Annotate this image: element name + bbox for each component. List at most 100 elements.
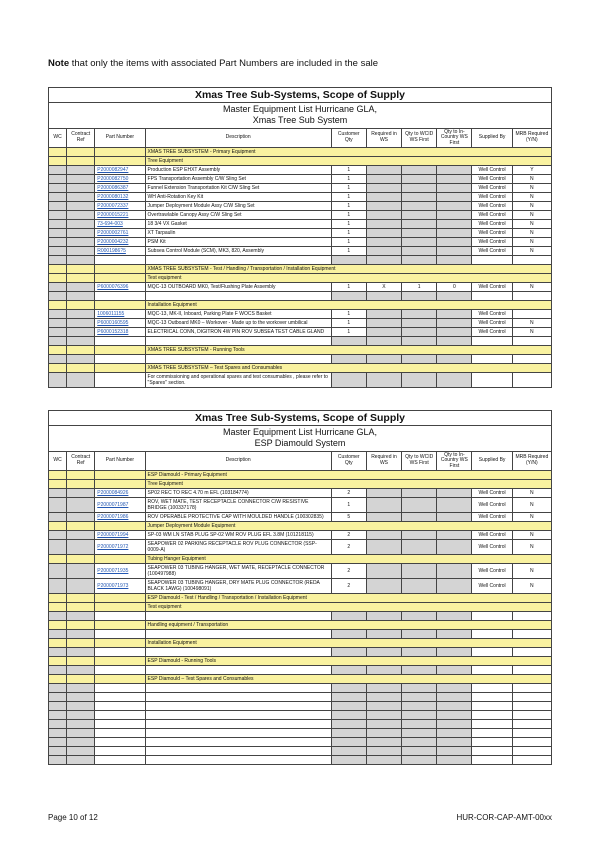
part-number: P2000002761 [95, 229, 145, 238]
supplied-by: Well Control [472, 531, 512, 540]
description-cell: ROV, WET MATE, TEST RECEPTACLE CONNECTOR… [145, 498, 331, 513]
col-sup: Supplied By [472, 128, 512, 148]
part-number: P2000071973 [95, 579, 145, 594]
qty-cell: 1 [331, 220, 366, 229]
document-page: Note that only the items with associated… [0, 0, 600, 850]
part-number: P2000084926 [95, 489, 145, 498]
qty-cell: 1 [331, 202, 366, 211]
mrb-cell: N [512, 513, 551, 522]
description-cell: ELECTRICAL CONN, DIGITRON 4W PIN ROV SUB… [145, 328, 331, 337]
mrb-cell: N [512, 175, 551, 184]
section-header: Tree Equipment [145, 157, 551, 166]
supplied-by: Well Control [472, 211, 512, 220]
col-wcid: Qty to WCID WS First [402, 451, 437, 471]
description-cell: Production ESP EHXT Assembly [145, 166, 331, 175]
supply-table: Xmas Tree Sub-Systems, Scope of SupplyMa… [48, 87, 552, 388]
mrb-cell: N [512, 579, 551, 594]
section-header: ESP Diamould - Primary Equipment [145, 471, 551, 480]
col-wc: WC [49, 451, 67, 471]
qty-cell: 1 [331, 166, 366, 175]
qty-cell: 5 [331, 513, 366, 522]
qty-cell: 1 [331, 328, 366, 337]
description-cell: SP02 REC TO REC 4.70 m EFL (103184774) [145, 489, 331, 498]
col-wc: WC [49, 128, 67, 148]
mrb-cell: N [512, 489, 551, 498]
col-pn: Part Number [95, 128, 145, 148]
description-cell: ROV OPERABLE PROTECTIVE CAP WITH MOULDED… [145, 513, 331, 522]
part-number: P2000071986 [95, 513, 145, 522]
qty-cell: 1 [331, 211, 366, 220]
col-pn: Part Number [95, 451, 145, 471]
desc-cell: For commissioning and operational spares… [145, 373, 331, 388]
section-header: Tree Equipment [145, 480, 551, 489]
section-header: XMAS TREE SUBSYSTEM - Primary Equipment [145, 148, 551, 157]
part-number: P2000080132 [95, 193, 145, 202]
tables-container: Xmas Tree Sub-Systems, Scope of SupplyMa… [48, 87, 552, 765]
mrb-cell: N [512, 193, 551, 202]
mrb-cell: N [512, 238, 551, 247]
col-sup: Supplied By [472, 451, 512, 471]
qty-cell: 1 [331, 175, 366, 184]
section-header: Handling equipment / Transportation [145, 621, 551, 630]
description-cell: WH Anti-Rotation Key Kit [145, 193, 331, 202]
description-cell: Jumper Deployment Module Assy C/W Sling … [145, 202, 331, 211]
part-number: P2000004232 [95, 238, 145, 247]
section-header: XMAS TREE SUBSYSTEM - Running Tools [145, 346, 551, 355]
supplied-by: Well Control [472, 489, 512, 498]
supplied-by: Well Control [472, 220, 512, 229]
qty-cell: 1 [331, 319, 366, 328]
mrb-cell: N [512, 184, 551, 193]
part-number: P2000015221 [95, 211, 145, 220]
qty-cell: 2 [331, 531, 366, 540]
qty-cell: 2 [331, 564, 366, 579]
supplied-by: Well Control [472, 247, 512, 256]
supplied-by: Well Control [472, 175, 512, 184]
supplied-by: Well Control [472, 564, 512, 579]
col-desc: Description [145, 128, 331, 148]
supplied-by: Well Control [472, 540, 512, 555]
mrb-cell: N [512, 247, 551, 256]
supplied-by: Well Control [472, 310, 512, 319]
col-req: Required in WS [366, 451, 401, 471]
mrb-cell: N [512, 564, 551, 579]
supply-table: Xmas Tree Sub-Systems, Scope of SupplyMa… [48, 410, 552, 765]
section-header: Test equipment [145, 274, 551, 283]
description-cell: MQC-13, MK-II, Inboard, Parking Plate F … [145, 310, 331, 319]
description-cell: FPS Transportation Assembly C/W Sling Se… [145, 175, 331, 184]
description-cell: PSM Kit [145, 238, 331, 247]
mrb-cell: N [512, 328, 551, 337]
mrb-cell: N [512, 202, 551, 211]
col-mrb: MRB Required (Y/N) [512, 128, 551, 148]
description-cell: Funnel Extension Transportation Kit C/W … [145, 184, 331, 193]
footer-right: HUR-COR-CAP-AMT-00xx [456, 813, 552, 822]
note-text: that only the items with associated Part… [69, 58, 378, 69]
description-cell: SEAPOWER 03 TUBING HANGER, WET MATE, REC… [145, 564, 331, 579]
note-line: Note that only the items with associated… [48, 58, 552, 69]
mrb-cell: N [512, 540, 551, 555]
part-number: P2000071972 [95, 540, 145, 555]
note-bold: Note [48, 58, 69, 69]
part-number: P2000071935 [95, 564, 145, 579]
qty-cell: 1 [331, 184, 366, 193]
col-req: Required in WS [366, 128, 401, 148]
supplied-by: Well Control [472, 229, 512, 238]
description-cell: SEAPOWER 02 PARKING RECEPTACLE ROV PLUG … [145, 540, 331, 555]
supplied-by: Well Control [472, 166, 512, 175]
section-header: Test equipment [145, 603, 551, 612]
description-cell: Overtrawlable Canopy Assy C/W Sling Set [145, 211, 331, 220]
col-qty: Customer Qty [331, 451, 366, 471]
description-cell: MQC-13 OUTBOARD MK0, Test/Flushing Plate… [145, 283, 331, 292]
footer-left: Page 10 of 12 [48, 813, 98, 822]
col-ref: Contract Ref [67, 451, 95, 471]
col-inc: Qty to In-Country WS First [437, 451, 472, 471]
part-number: 1006011155 [95, 310, 145, 319]
qty-cell: 1 [331, 229, 366, 238]
section-header: Jumper Deployment Module Equipment [145, 522, 551, 531]
mrb-cell [512, 310, 551, 319]
mrb-cell: N [512, 531, 551, 540]
section-header: XMAS TREE SUBSYSTEM – Test Spares and Co… [145, 364, 551, 373]
col-qty: Customer Qty [331, 128, 366, 148]
supplied-by: Well Control [472, 513, 512, 522]
part-number: P2000072337 [95, 202, 145, 211]
part-number: P2000086387 [95, 184, 145, 193]
